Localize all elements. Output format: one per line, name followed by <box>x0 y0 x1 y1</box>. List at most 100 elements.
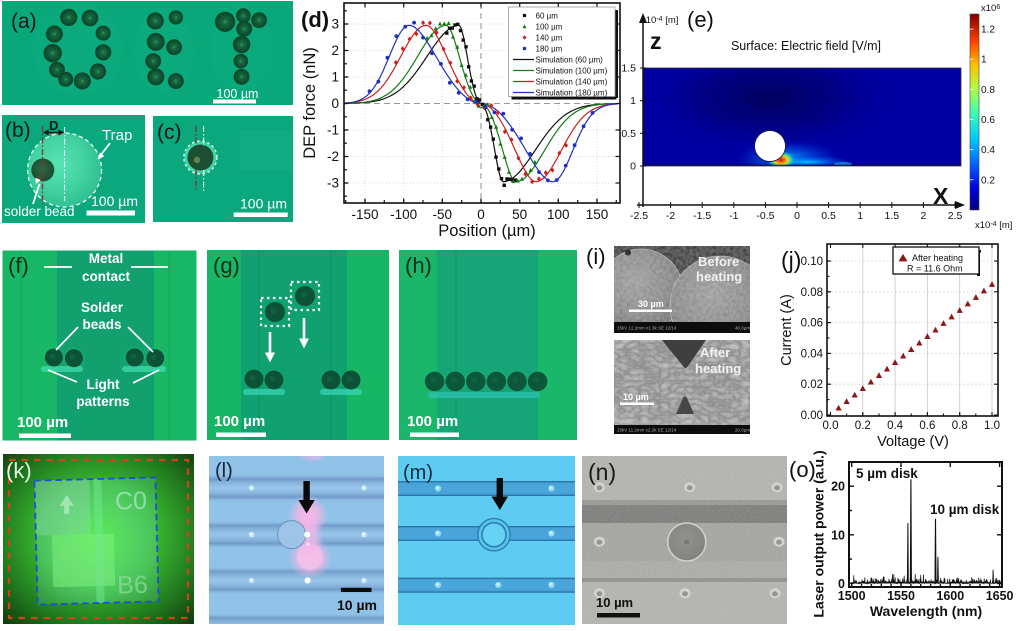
svg-text:1.2: 1.2 <box>981 25 995 36</box>
svg-text:0.8: 0.8 <box>981 85 995 96</box>
svg-text:(f): (f) <box>8 253 29 278</box>
svg-text:D: D <box>49 118 58 133</box>
svg-text:0.2: 0.2 <box>981 175 995 186</box>
svg-text:1.5: 1.5 <box>621 63 636 75</box>
svg-text:contact: contact <box>82 269 131 284</box>
svg-text:(j): (j) <box>781 247 801 273</box>
svg-text:60 µm: 60 µm <box>536 12 559 21</box>
svg-text:After heating: After heating <box>912 253 963 263</box>
svg-text:10 µm disk: 10 µm disk <box>930 502 1000 517</box>
svg-text:0.02: 0.02 <box>801 379 823 391</box>
svg-text:0.00: 0.00 <box>801 410 823 422</box>
svg-text:1: 1 <box>630 95 636 107</box>
svg-text:180 µm: 180 µm <box>536 45 563 54</box>
svg-text:5 µm disk: 5 µm disk <box>856 466 918 481</box>
svg-text:0: 0 <box>331 96 339 111</box>
svg-text:0.0: 0.0 <box>823 420 839 432</box>
svg-text:solder bead: solder bead <box>4 204 75 219</box>
svg-text:100 µm: 100 µm <box>407 413 458 430</box>
svg-text:-2: -2 <box>666 210 675 222</box>
svg-text:Laser output power (a.u.): Laser output power (a.u.) <box>811 450 827 617</box>
svg-text:Metal: Metal <box>89 251 124 266</box>
svg-text:20.0µm: 20.0µm <box>735 428 750 433</box>
svg-text:2: 2 <box>331 43 339 58</box>
svg-text:(h): (h) <box>405 253 432 278</box>
svg-text:After: After <box>700 345 730 360</box>
svg-text:R = 11.6 Ohm: R = 11.6 Ohm <box>907 264 963 274</box>
svg-text:Surface: Electric field [V/m]: Surface: Electric field [V/m] <box>731 39 881 53</box>
svg-text:0: 0 <box>794 210 800 222</box>
svg-text:1550: 1550 <box>887 589 915 603</box>
svg-text:10 µm: 10 µm <box>337 597 377 613</box>
svg-text:x10-4 [m]: x10-4 [m] <box>641 15 678 26</box>
svg-text:15kV 11.2mm x2.2k SE 12/14: 15kV 11.2mm x2.2k SE 12/14 <box>617 428 677 433</box>
svg-text:-50: -50 <box>433 207 453 222</box>
svg-text:-1: -1 <box>729 210 738 222</box>
svg-text:Simulation (180 µm): Simulation (180 µm) <box>536 89 608 98</box>
svg-text:15kV 12.2mm x1.3k SE 12/14: 15kV 12.2mm x1.3k SE 12/14 <box>617 326 677 331</box>
svg-text:0.04: 0.04 <box>801 348 824 360</box>
svg-text:Current (A): Current (A) <box>779 294 795 366</box>
svg-text:(i): (i) <box>586 244 606 269</box>
svg-text:1500: 1500 <box>838 589 866 603</box>
svg-text:-3: -3 <box>327 176 339 191</box>
svg-text:1.5: 1.5 <box>884 210 899 222</box>
svg-text:-0.5: -0.5 <box>756 210 774 222</box>
svg-text:Solder: Solder <box>81 300 124 315</box>
svg-text:-1.5: -1.5 <box>693 210 711 222</box>
svg-text:0: 0 <box>477 207 485 222</box>
svg-text:0.4: 0.4 <box>981 145 995 156</box>
svg-text:10: 10 <box>831 528 845 542</box>
svg-text:Wavelength (nm): Wavelength (nm) <box>870 603 982 619</box>
svg-text:Before: Before <box>698 254 739 269</box>
svg-text:(e): (e) <box>687 7 714 32</box>
svg-text:Voltage (V): Voltage (V) <box>877 434 949 450</box>
svg-text:0.6: 0.6 <box>981 115 995 126</box>
svg-text:0: 0 <box>838 577 845 591</box>
svg-text:beads: beads <box>82 317 121 332</box>
svg-text:-2: -2 <box>327 149 339 164</box>
svg-text:X: X <box>933 183 949 209</box>
svg-text:100 µm: 100 µm <box>240 196 287 212</box>
svg-text:C0: C0 <box>115 487 148 516</box>
svg-text:Simulation (60 µm): Simulation (60 µm) <box>536 56 604 65</box>
svg-text:DEP force (nN): DEP force (nN) <box>301 47 319 159</box>
svg-text:Simulation (140 µm): Simulation (140 µm) <box>536 78 608 87</box>
svg-text:(c): (c) <box>157 121 182 144</box>
svg-text:(a): (a) <box>11 10 37 33</box>
svg-text:-2.5: -2.5 <box>630 210 648 222</box>
svg-text:-100: -100 <box>390 207 417 222</box>
svg-text:10 µm: 10 µm <box>623 392 649 402</box>
svg-text:Position (µm): Position (µm) <box>438 222 536 240</box>
svg-text:3: 3 <box>331 17 339 32</box>
svg-text:(l): (l) <box>215 460 233 482</box>
svg-text:x106: x106 <box>981 3 1000 14</box>
svg-text:1600: 1600 <box>936 589 964 603</box>
svg-text:(b): (b) <box>5 119 31 142</box>
svg-text:heating: heating <box>696 269 742 284</box>
svg-text:-150: -150 <box>351 207 378 222</box>
svg-text:heating: heating <box>695 361 741 376</box>
svg-text:30 µm: 30 µm <box>638 299 664 309</box>
svg-text:0.6: 0.6 <box>919 420 935 432</box>
svg-text:1650: 1650 <box>986 589 1014 603</box>
svg-text:1.0: 1.0 <box>984 420 1000 432</box>
svg-text:(o): (o) <box>789 457 816 482</box>
svg-text:50: 50 <box>512 207 527 222</box>
svg-text:(n): (n) <box>588 459 616 485</box>
svg-text:0.5: 0.5 <box>621 128 636 140</box>
svg-text:(m): (m) <box>403 462 433 484</box>
svg-text:x10-4 [m]: x10-4 [m] <box>975 220 1012 231</box>
svg-text:B6: B6 <box>117 571 148 600</box>
svg-text:1: 1 <box>857 210 863 222</box>
svg-text:20: 20 <box>831 480 845 494</box>
svg-text:0.2: 0.2 <box>855 420 871 432</box>
svg-text:100 µm: 100 µm <box>17 414 68 431</box>
svg-text:-1: -1 <box>327 123 339 138</box>
svg-text:10 µm: 10 µm <box>596 595 633 610</box>
svg-text:40.0µm: 40.0µm <box>735 326 750 331</box>
svg-text:0.8: 0.8 <box>952 420 968 432</box>
svg-text:2: 2 <box>920 210 926 222</box>
svg-text:2.5: 2.5 <box>948 210 963 222</box>
svg-text:Simulation (100 µm): Simulation (100 µm) <box>536 67 608 76</box>
